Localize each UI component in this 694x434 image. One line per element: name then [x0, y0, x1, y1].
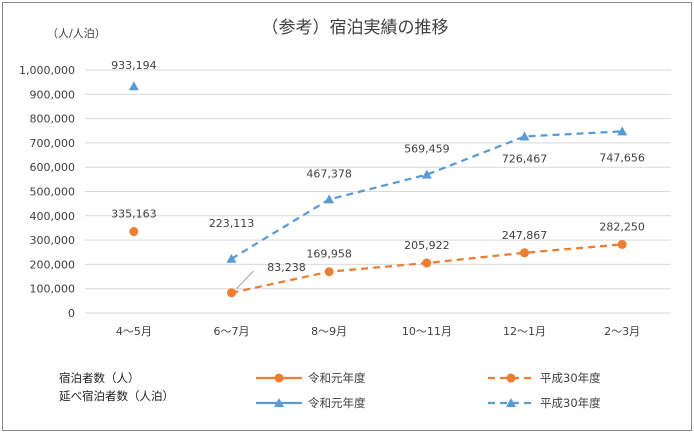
y-tick-label: 0 — [68, 307, 75, 320]
data-point — [519, 131, 530, 141]
data-point — [422, 258, 432, 268]
data-point — [324, 267, 334, 277]
x-tick-label: 4～5月 — [116, 325, 152, 338]
data-point — [617, 126, 628, 136]
legend-marker — [274, 398, 284, 407]
y-tick-label: 1,000,000 — [19, 64, 75, 77]
y-tick-label: 700,000 — [30, 137, 76, 150]
y-axis-ticks: 0 100,000 200,000 300,000 400,000 500,000 600,… — [19, 64, 75, 320]
y-tick-label: 900,000 — [30, 88, 76, 101]
data-label: 83,238 — [267, 261, 306, 274]
data-label: 282,250 — [599, 220, 645, 233]
y-axis-unit-label: （人/人泊） — [47, 27, 106, 40]
series-points — [128, 81, 628, 298]
y-tick-label: 200,000 — [30, 258, 76, 271]
x-axis-ticks: 4～5月 6～7月 8～9月 10～11月 12～1月 2～3月 — [116, 325, 640, 338]
data-point — [421, 169, 432, 179]
legend-label: 令和元年度 — [308, 371, 366, 385]
data-point — [520, 248, 529, 258]
legend-marker — [274, 373, 284, 383]
data-label: 247,867 — [502, 229, 548, 242]
x-tick-label: 2～3月 — [604, 325, 640, 338]
label-connectors — [236, 270, 254, 290]
data-label: 467,378 — [306, 167, 352, 180]
data-point — [226, 253, 237, 263]
x-tick-label: 6～7月 — [214, 325, 250, 338]
data-label: 726,467 — [502, 152, 548, 165]
data-label: 205,922 — [404, 239, 450, 252]
x-tick-label: 12～1月 — [503, 325, 546, 338]
legend-label: 平成30年度 — [540, 371, 601, 385]
series-line — [230, 130, 623, 260]
y-tick-label: 500,000 — [30, 186, 76, 199]
legend-marker — [506, 373, 516, 383]
gridlines — [85, 69, 671, 314]
x-tick-label: 8～9月 — [311, 325, 347, 338]
line-chart: （参考）宿泊実績の推移 （人/人泊） 0 100,000 200,000 300,00… — [19, 18, 671, 410]
y-tick-label: 300,000 — [30, 234, 76, 247]
y-tick-label: 100,000 — [30, 283, 76, 296]
chart-title: （参考）宿泊実績の推移 — [262, 18, 449, 38]
data-label: 335,163 — [111, 208, 157, 221]
data-point — [129, 227, 139, 237]
data-label: 933,194 — [111, 59, 157, 72]
data-point — [617, 239, 627, 249]
data-label: 223,113 — [209, 217, 255, 230]
legend-marker — [506, 398, 516, 407]
legend-label: 平成30年度 — [540, 396, 601, 410]
y-tick-label: 400,000 — [30, 210, 76, 223]
legend-group-label-guests: 宿泊者数（人） — [59, 371, 140, 385]
data-point — [227, 288, 236, 298]
legend-group-label-guest-nights: 延べ宿泊者数（人泊） — [59, 389, 174, 403]
legend-label: 令和元年度 — [308, 396, 366, 410]
data-point — [324, 194, 335, 204]
data-label: 169,958 — [306, 248, 352, 261]
x-tick-label: 10～11月 — [402, 325, 452, 338]
data-label: 747,656 — [599, 151, 645, 164]
y-tick-label: 600,000 — [30, 161, 76, 174]
label-leader-line — [236, 270, 254, 290]
data-label: 569,459 — [404, 143, 450, 156]
data-point — [128, 81, 139, 91]
y-tick-label: 800,000 — [30, 113, 76, 126]
